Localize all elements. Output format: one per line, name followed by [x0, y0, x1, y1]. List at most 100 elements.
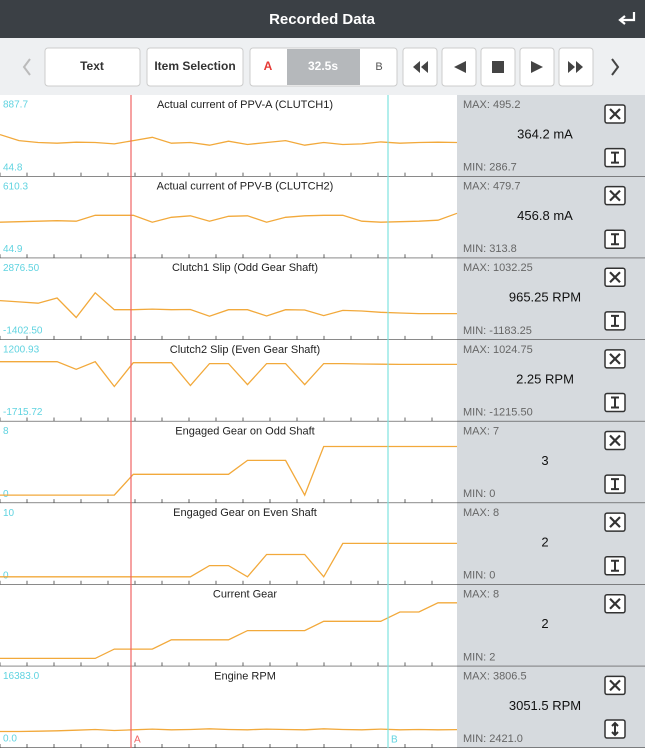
- axis-min-label: -1715.72: [3, 407, 43, 418]
- signal-trace: [0, 133, 458, 146]
- min-label: MIN: 286.7: [463, 162, 517, 174]
- remove-button[interactable]: [604, 430, 626, 451]
- min-label: MIN: 2: [463, 651, 495, 663]
- icon-glyph: [611, 721, 619, 737]
- cursor-a-button[interactable]: A: [264, 59, 273, 73]
- remove-button[interactable]: [604, 267, 626, 287]
- current-value: 456.8 mA: [517, 208, 573, 223]
- time-box: [287, 49, 360, 85]
- max-label: MAX: 1024.75: [463, 344, 533, 356]
- current-value: 364.2 mA: [517, 126, 573, 141]
- remove-button[interactable]: [604, 185, 626, 206]
- axis-min-label: 44.9: [3, 244, 23, 255]
- icon-x: [609, 679, 621, 692]
- icon-glyph: [611, 151, 619, 164]
- icon-x: [609, 516, 621, 528]
- plot-area: [0, 421, 457, 504]
- cursor-button[interactable]: [604, 474, 626, 494]
- cursor-b-marker: B: [391, 735, 398, 746]
- cursor-button[interactable]: [604, 392, 626, 413]
- row-title: Engaged Gear on Even Shaft: [173, 507, 317, 519]
- cursor-button[interactable]: [604, 311, 626, 331]
- icon-glyph: [611, 559, 619, 572]
- signal-trace: [0, 728, 458, 733]
- plot-area: [0, 666, 457, 748]
- icon-glyph: [611, 314, 619, 327]
- row-title: Actual current of PPV-B (CLUTCH2): [157, 181, 334, 193]
- back-button[interactable]: [618, 12, 636, 25]
- cursor-a-marker: A: [134, 735, 141, 746]
- next-button[interactable]: [611, 58, 620, 76]
- plot-area: [0, 584, 457, 667]
- min-label: MIN: -1183.25: [463, 325, 532, 337]
- text-button[interactable]: [44, 47, 141, 87]
- cursor-b-button[interactable]: B: [375, 61, 382, 73]
- min-label: MIN: 313.8: [463, 243, 517, 255]
- signal-trace: [0, 602, 457, 660]
- row-title: Engine RPM: [214, 670, 276, 682]
- axis-max-label: 2876.50: [3, 263, 40, 274]
- axis-min-label: 0.0: [3, 734, 17, 745]
- plot-area: [0, 176, 457, 259]
- scale-button[interactable]: [604, 719, 626, 739]
- icon-glyph: [611, 233, 619, 246]
- row-title: Actual current of PPV-A (CLUTCH1): [157, 99, 333, 111]
- row-title: Clutch1 Slip (Odd Gear Shaft): [172, 262, 318, 274]
- remove-button[interactable]: [604, 675, 626, 696]
- item-selection-label: Item Selection: [154, 59, 235, 73]
- remove-button[interactable]: [604, 512, 626, 532]
- icon-x: [609, 353, 621, 365]
- axis-min-label: 0: [3, 570, 9, 581]
- icon-glyph: [611, 478, 619, 491]
- text-button-label: Text: [80, 59, 104, 73]
- prev-button[interactable]: [22, 58, 31, 76]
- current-value: 2: [541, 535, 548, 550]
- axis-max-label: 10: [3, 508, 15, 519]
- icon-x: [609, 434, 621, 447]
- cursor-button[interactable]: [604, 229, 626, 249]
- max-label: MAX: 7: [463, 425, 499, 437]
- max-label: MAX: 1032.25: [463, 262, 533, 274]
- signal-trace: [0, 360, 457, 388]
- max-label: MAX: 495.2: [463, 99, 520, 111]
- remove-button[interactable]: [604, 104, 626, 124]
- current-value: 3051.5 RPM: [509, 698, 581, 713]
- min-label: MIN: 0: [463, 488, 495, 500]
- icon-x: [609, 189, 621, 202]
- plot-area: [0, 95, 457, 177]
- remove-button[interactable]: [604, 594, 626, 614]
- current-value: 965.25 RPM: [509, 290, 581, 305]
- axis-min-label: 0: [3, 489, 9, 500]
- current-value: 2: [541, 616, 548, 631]
- icon-glyph: [611, 396, 619, 409]
- axis-min-label: -1402.50: [3, 326, 43, 337]
- media-icons: [413, 61, 583, 73]
- item-selection-button[interactable]: [146, 47, 244, 87]
- header-bar: [0, 0, 645, 38]
- icon-x: [609, 597, 621, 610]
- axis-max-label: 8: [3, 426, 9, 437]
- min-label: MIN: 0: [463, 570, 495, 582]
- plot-area: [0, 339, 457, 422]
- axis-max-label: 610.3: [3, 181, 28, 192]
- min-label: MIN: -1215.50: [463, 406, 533, 418]
- signal-trace: [0, 291, 457, 319]
- cursor-button[interactable]: [604, 556, 626, 576]
- signal-trace: [0, 212, 458, 223]
- icon-x: [609, 271, 621, 284]
- max-label: MAX: 8: [463, 507, 499, 519]
- cursor-button[interactable]: [604, 147, 626, 168]
- remove-button[interactable]: [604, 349, 626, 369]
- row-title: Current Gear: [213, 589, 278, 601]
- row-title: Engaged Gear on Odd Shaft: [175, 425, 314, 437]
- min-label: MIN: 2421.0: [463, 733, 523, 745]
- signal-trace: [0, 542, 457, 578]
- current-value: 3: [541, 453, 548, 468]
- max-label: MAX: 8: [463, 589, 499, 601]
- signal-trace: [0, 445, 457, 497]
- axis-max-label: 1200.93: [3, 345, 40, 356]
- plot-area: [0, 258, 457, 340]
- row-title: Clutch2 Slip (Even Gear Shaft): [170, 344, 320, 356]
- header-title: Recorded Data: [269, 11, 376, 28]
- max-label: MAX: 3806.5: [463, 670, 527, 682]
